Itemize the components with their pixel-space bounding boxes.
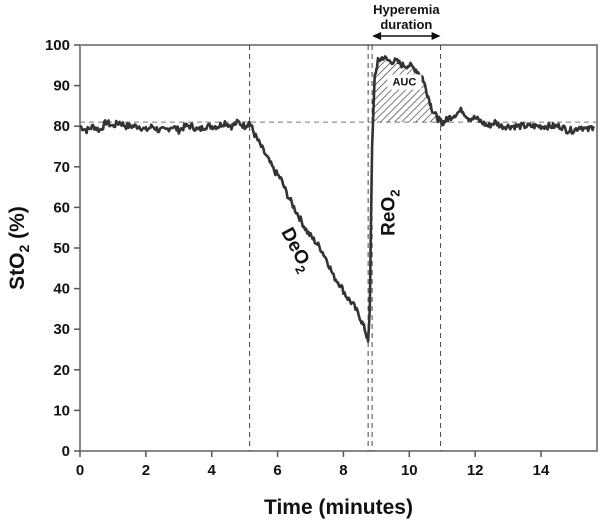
hyperemia-arrow-head-left [372,32,382,40]
x-tick-label: 4 [208,462,217,479]
auc-label: AUC [392,77,416,89]
x-axis-ticks: 0 2 4 6 8 10 12 14 [76,451,550,479]
series-line-sto2 [79,55,595,343]
auc-label-background [387,74,422,90]
y-tick-label: 0 [62,443,70,460]
y-tick-label: 90 [53,78,70,95]
y-tick-label: 10 [53,402,70,419]
reo2-label-subscript: 2 [387,190,402,197]
hyperemia-label-line2: duration [380,17,432,32]
y-axis-title-tail: (%) [6,206,29,245]
x-axis-title: Time (minutes) [264,496,413,519]
plot-frame [79,44,598,452]
x-tick-label: 0 [76,462,84,479]
y-axis-ticks: 0 10 20 30 40 50 60 70 80 90 100 [45,37,80,460]
x-tick-label: 12 [467,462,484,479]
y-axis-title-subscript: 2 [16,244,32,252]
y-axis-title-main: StO [6,252,29,289]
y-axis-title: StO2 (%) [6,206,32,290]
x-tick-label: 8 [339,462,347,479]
reo2-label: ReO2 [378,190,402,236]
hyperemia-label-line1: Hyperemia [373,2,440,17]
reo2-label-main: ReO [378,197,399,236]
y-tick-label: 100 [45,37,70,54]
y-tick-label: 40 [53,281,70,298]
y-tick-label: 20 [53,362,70,379]
y-tick-label: 80 [53,118,70,135]
x-tick-label: 10 [401,462,418,479]
hyperemia-duration-arrow [372,32,441,40]
y-tick-label: 70 [53,159,70,176]
x-tick-label: 14 [533,462,550,479]
x-tick-label: 6 [273,462,281,479]
y-tick-label: 60 [53,199,70,216]
y-tick-label: 30 [53,321,70,338]
hyperemia-arrow-head-right [431,32,441,40]
y-tick-label: 50 [53,240,70,257]
x-tick-label: 2 [142,462,150,479]
